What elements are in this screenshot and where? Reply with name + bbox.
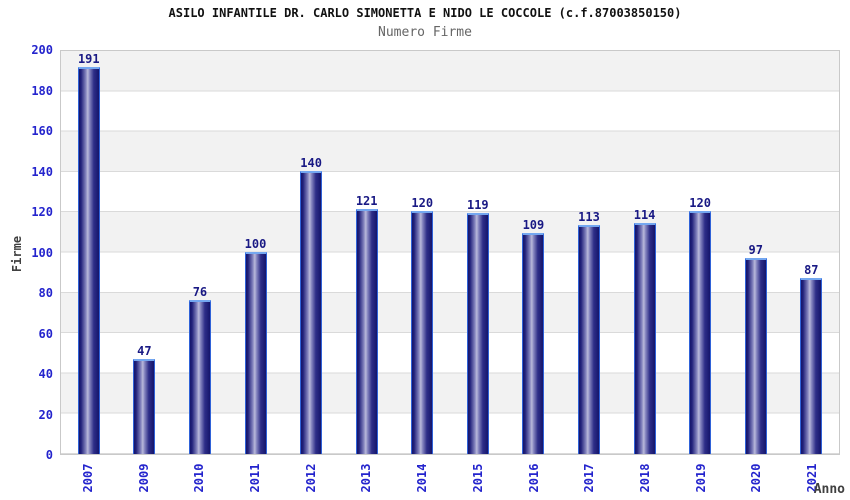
bar: 47: [133, 344, 156, 454]
y-axis-ticks: 0 20 40 60 80 100 120 140 160 180 200: [0, 43, 53, 462]
bar-value-label: 120: [689, 196, 711, 210]
y-tick-label: 60: [38, 326, 53, 341]
bar-value-label: 191: [77, 52, 100, 67]
x-tick-cell: 2009: [116, 457, 172, 499]
x-tick-label: 2020: [749, 463, 764, 493]
y-tick-label: 20: [38, 407, 53, 422]
x-axis-title: Anno: [813, 482, 845, 497]
bar: 120: [689, 196, 712, 454]
bar-column: 87: [784, 51, 840, 454]
bar: 120: [411, 196, 434, 454]
x-tick-cell: 2010: [171, 457, 227, 499]
bar-value-label: 120: [411, 196, 434, 210]
bar-column: 100: [228, 51, 284, 454]
bar: 97: [744, 243, 767, 454]
chart-title: ASILO INFANTILE DR. CARLO SIMONETTA E NI…: [168, 6, 682, 20]
bar-column: 191: [61, 51, 117, 454]
bar-column: 121: [339, 51, 395, 454]
bar-column: 97: [728, 51, 784, 454]
y-tick-label: 140: [31, 164, 53, 179]
y-tick-label: 80: [38, 286, 53, 300]
bar-value-label: 113: [578, 210, 600, 225]
bar-value-label: 47: [137, 343, 152, 358]
bar: 76: [188, 285, 211, 454]
bar-value-label: 121: [355, 193, 378, 208]
x-tick-cell: 2012: [283, 457, 339, 499]
y-tick-label: 200: [31, 43, 53, 57]
y-tick-label: 0: [45, 448, 53, 462]
bar-value-label: 109: [522, 218, 545, 233]
bar-column: 113: [561, 51, 617, 454]
y-axis-title: Firme: [10, 235, 25, 273]
bar-column: 119: [450, 51, 506, 454]
plot-area: 191 47 76 100 140 121 120 119 109 113 114 120 97 87: [60, 50, 840, 455]
x-tick-label: 2015: [470, 463, 485, 493]
bar-value-label: 114: [633, 208, 656, 223]
y-tick-label: 120: [31, 205, 53, 219]
bar: 109: [522, 218, 545, 454]
bar-column: 120: [394, 51, 450, 454]
x-tick-label: 2010: [192, 463, 207, 493]
x-tick-cell: 2019: [673, 457, 729, 499]
bar-column: 114: [617, 51, 673, 454]
bar: 119: [466, 198, 489, 454]
x-tick-label: 2011: [248, 463, 263, 493]
x-tick-cell: 2016: [506, 457, 562, 499]
bar: 100: [244, 237, 267, 454]
x-tick-cell: 2020: [729, 457, 785, 499]
x-tick-label: 2014: [415, 463, 430, 493]
bar-value-label: 119: [466, 198, 489, 213]
bar-column: 109: [506, 51, 562, 454]
bar-value-label: 97: [748, 242, 763, 257]
bar-column: 47: [117, 51, 173, 454]
y-tick-label: 180: [31, 83, 53, 98]
x-tick-label: 2017: [582, 463, 597, 493]
bar-value-label: 87: [804, 262, 819, 277]
x-tick-label: 2009: [136, 463, 151, 493]
x-tick-cell: 2011: [227, 457, 283, 499]
y-tick-label: 40: [38, 367, 53, 381]
bar-series: 191 47 76 100 140 121 120 119 109 113 114 120 97 87: [61, 51, 839, 454]
bar: 121: [355, 194, 378, 454]
x-tick-cell: 2013: [339, 457, 395, 499]
x-tick-cell: 2007: [60, 457, 116, 499]
x-tick-cell: 2014: [394, 457, 450, 499]
bar: 113: [577, 210, 600, 454]
x-tick-cell: 2015: [450, 457, 506, 499]
y-tick-label: 160: [31, 124, 53, 138]
bar: 140: [300, 156, 323, 454]
bar-value-label: 76: [192, 285, 208, 300]
bar-value-label: 100: [244, 236, 267, 251]
bar-column: 120: [672, 51, 728, 454]
bar: 191: [77, 52, 100, 454]
x-tick-label: 2016: [526, 463, 541, 493]
x-tick-label: 2018: [638, 463, 653, 493]
bar-column: 140: [283, 51, 339, 454]
x-axis-ticks: 2007 2009 2010 2011 2012 2013 2014 2015 2016 2017…: [60, 457, 840, 499]
bar: 114: [633, 208, 656, 454]
x-tick-label: 2012: [303, 463, 318, 493]
bar: 87: [800, 263, 823, 454]
x-tick-label: 2007: [80, 463, 95, 493]
x-tick-cell: 2017: [561, 457, 617, 499]
chart-subtitle: Numero Firme: [378, 25, 472, 40]
x-tick-cell: 2018: [617, 457, 673, 499]
x-tick-label: 2019: [693, 463, 708, 493]
x-tick-label: 2013: [359, 463, 374, 493]
bar-column: 76: [172, 51, 228, 454]
y-tick-label: 100: [31, 245, 53, 260]
bar-value-label: 140: [300, 155, 322, 170]
